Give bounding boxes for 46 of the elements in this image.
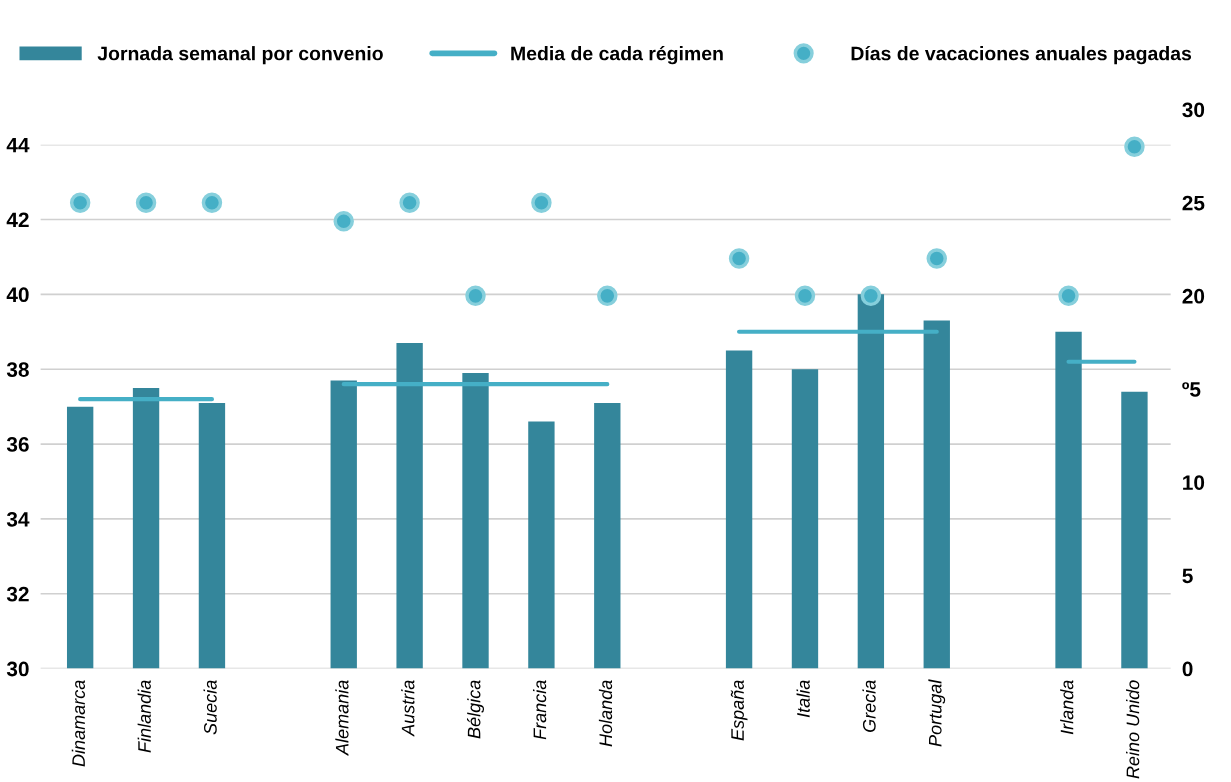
point — [1124, 136, 1145, 157]
x-tick-label: España — [730, 680, 748, 741]
x-tick-label: Portugal — [928, 679, 946, 747]
x-tick-label: Reino Unido — [1126, 680, 1140, 779]
x-tick-label: Finlandia — [137, 680, 151, 753]
point — [201, 192, 223, 213]
x-tick-label: Austria — [401, 680, 415, 737]
point — [465, 285, 486, 307]
y2-tick-label: º5 — [1182, 382, 1201, 397]
y2-tick-label: 0 — [1182, 661, 1193, 677]
point — [399, 192, 420, 213]
y-tick-label: 32 — [6, 586, 29, 602]
x-tick-label: Francia — [532, 680, 547, 740]
point — [1058, 285, 1079, 307]
x-tick-label: Holanda — [598, 680, 613, 747]
x-tick-label: Bélgica — [466, 680, 485, 739]
x-tick-label: Suecia — [203, 680, 217, 735]
y2-tick-label: 10 — [1183, 475, 1205, 490]
y-tick-label: 44 — [6, 137, 30, 153]
point — [597, 285, 618, 307]
legend-label: Media de cada régimen — [511, 45, 723, 65]
x-tick-label: Alemania — [335, 680, 349, 756]
point — [333, 211, 354, 232]
x-tick-label: Grecia — [862, 680, 876, 733]
point — [860, 285, 882, 307]
point — [794, 285, 816, 307]
point — [531, 192, 552, 213]
y-tick-label: 42 — [6, 212, 29, 228]
y-tick-label: 36 — [6, 437, 29, 452]
y-tick-label: 34 — [6, 511, 30, 527]
x-tick-label: Dinamarca — [71, 680, 86, 767]
point — [135, 192, 157, 213]
x-tick-label: Irlanda — [1060, 680, 1074, 735]
y2-tick-label: 25 — [1182, 195, 1205, 211]
point — [728, 248, 750, 269]
point — [926, 248, 948, 269]
y-tick-label: 40 — [6, 287, 29, 303]
y-tick-label: 30 — [6, 661, 29, 677]
point — [69, 192, 91, 213]
y2-tick-label: 30 — [1182, 102, 1205, 118]
legend-label: Días de vacaciones anuales pagadas — [851, 45, 1192, 65]
y-tick-label: 38 — [6, 362, 29, 377]
legend-label: Jornada semanal por convenio — [97, 46, 383, 65]
x-tick-label: Italia — [796, 680, 810, 718]
y2-tick-label: 5 — [1182, 568, 1193, 584]
y2-tick-label: 20 — [1182, 288, 1205, 304]
